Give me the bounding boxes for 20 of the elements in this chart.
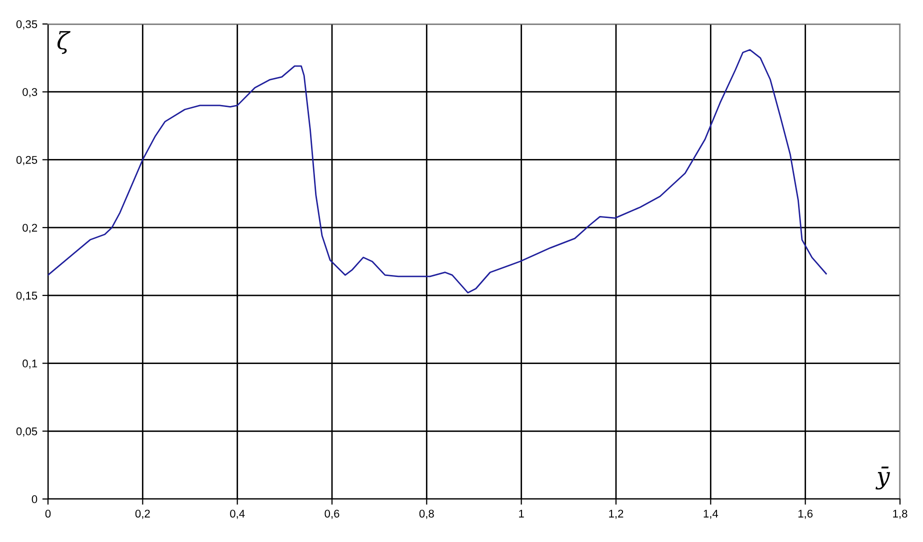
y-tick-label: 0,2	[22, 224, 38, 234]
y-tick-label: 0,1	[22, 360, 38, 369]
x-tick-label: 1	[519, 510, 524, 518]
x-tick-label: 1,4	[704, 510, 718, 519]
x-axis-title: ȳ	[876, 466, 890, 490]
x-tick-label: 0	[45, 510, 51, 518]
y-tick-label: 0,15	[16, 292, 38, 301]
y-tick-label: 0,25	[16, 156, 38, 166]
y-tick-label: 0	[32, 495, 38, 504]
x-tick-label: 1,6	[798, 510, 813, 519]
x-tick-label: 0,2	[135, 510, 150, 519]
x-tick-label: 1,2	[609, 510, 624, 519]
x-tick-label: 0,4	[230, 510, 245, 519]
y-tick-label: 0,05	[16, 427, 38, 437]
x-tick-label: 0,6	[324, 510, 340, 519]
y-tick-label: 0,35	[16, 20, 38, 30]
x-tick-label: 1,8	[893, 510, 908, 519]
x-tick-label: 0,8	[419, 510, 434, 519]
y-axis-title: ζ	[57, 31, 70, 54]
y-tick-label: 0,3	[22, 88, 38, 98]
